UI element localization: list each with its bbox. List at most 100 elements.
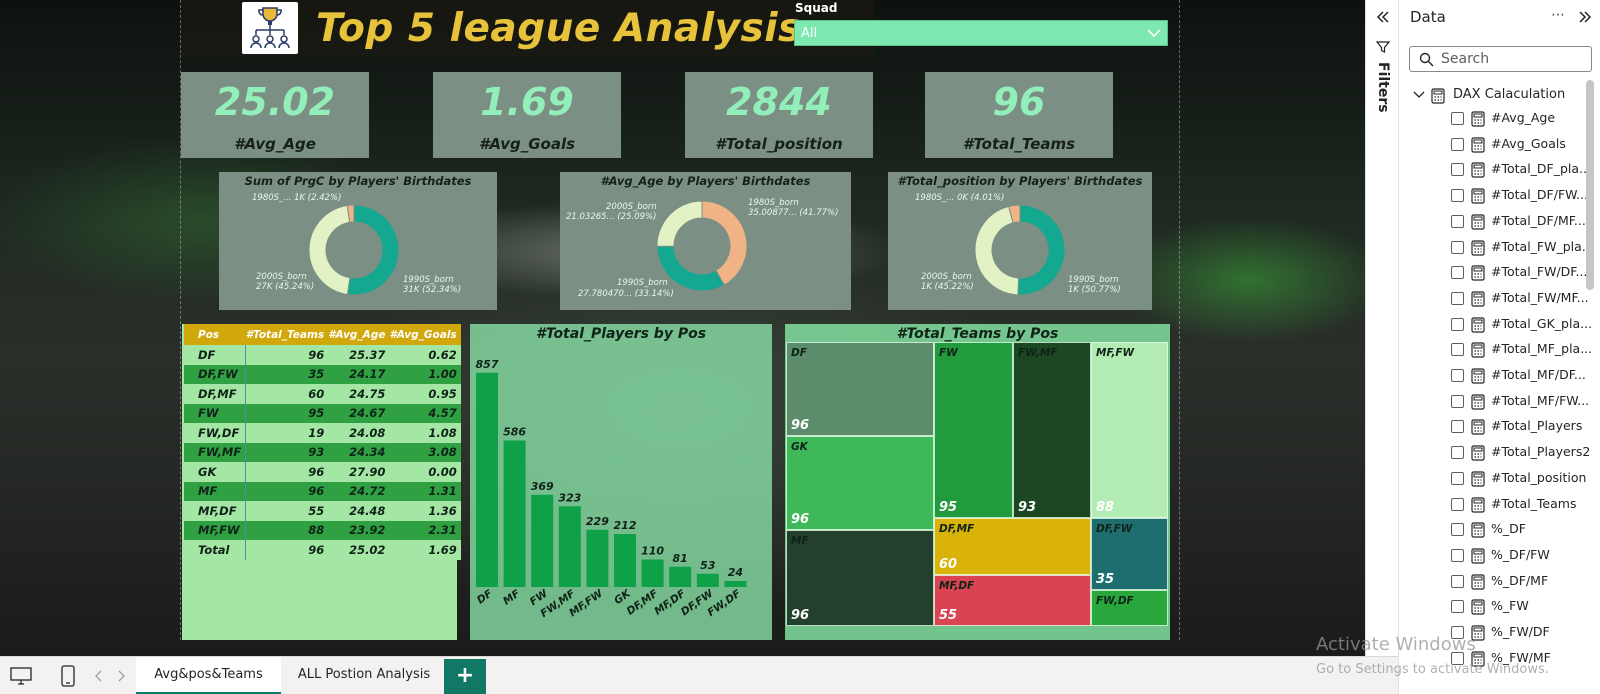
field-item[interactable]: #Total_Players: [1451, 414, 1600, 440]
chevron-down-icon[interactable]: [1413, 90, 1425, 100]
table-row[interactable]: MF 96 24.72 1.31: [184, 481, 461, 501]
field-checkbox[interactable]: [1451, 343, 1464, 357]
table-header[interactable]: Pos: [184, 324, 246, 345]
table-row[interactable]: DF,FW 35 24.17 1.00: [184, 364, 461, 384]
field-checkbox[interactable]: [1451, 266, 1464, 280]
treemap-tile-df-mf[interactable]: DF,MF 60: [934, 518, 1091, 575]
table-header[interactable]: #Total_Teams: [245, 324, 329, 345]
kpi-card-total-position[interactable]: 2844 #Total_position: [685, 72, 873, 158]
bar-gk[interactable]: [614, 534, 636, 587]
table-row[interactable]: FW,MF 93 24.34 3.08: [184, 442, 461, 462]
bar-df-mf[interactable]: [641, 559, 664, 588]
field-item[interactable]: %_DF: [1451, 517, 1600, 543]
treemap-tile-df-fw[interactable]: DF,FW 35: [1091, 518, 1168, 590]
treemap-tile-fw-mf[interactable]: FW,MF 93: [1013, 342, 1091, 518]
field-checkbox[interactable]: [1451, 548, 1464, 562]
treemap-tile-mf-df[interactable]: MF,DF 55: [934, 575, 1091, 626]
field-checkbox[interactable]: [1451, 651, 1464, 665]
bar-df-fw[interactable]: [696, 573, 719, 587]
pos-summary-table[interactable]: Pos #Total_Teams #Avg_Age #Avg_Goals DF 9…: [182, 324, 461, 640]
treemap-tile-df[interactable]: DF 96: [786, 342, 934, 436]
kpi-card-avg-goals[interactable]: 1.69 #Avg_Goals: [433, 72, 621, 158]
squad-slicer-dropdown[interactable]: All: [794, 20, 1168, 46]
field-checkbox[interactable]: [1451, 600, 1464, 614]
total-players-by-pos-chart[interactable]: #Total_Players by Pos 857 DF 586 MF 369 FW 323…: [470, 324, 772, 640]
treemap-tile-mf[interactable]: MF 96: [786, 530, 934, 626]
treemap-tile-gk[interactable]: GK 96: [786, 436, 934, 530]
field-item[interactable]: #Total_FW/MF...: [1451, 286, 1600, 312]
table-row[interactable]: MF,DF 55 24.48 1.36: [184, 501, 461, 521]
expand-double-chevron-icon[interactable]: [1577, 9, 1593, 25]
field-item[interactable]: %_DF/MF: [1451, 569, 1600, 595]
tab-avg-pos-teams[interactable]: Avg&pos&Teams: [136, 657, 281, 694]
field-item[interactable]: #Total_DF/MF...: [1451, 209, 1600, 235]
add-page-button[interactable]: +: [444, 659, 486, 694]
bar-df[interactable]: [476, 372, 498, 587]
field-checkbox[interactable]: [1451, 574, 1464, 588]
bar-fw-df[interactable]: [724, 581, 747, 587]
field-checkbox[interactable]: [1451, 471, 1464, 485]
donut-slice-1980s_born[interactable]: [1008, 204, 1021, 224]
total-teams-by-pos-treemap[interactable]: #Total_Teams by Pos DF 96 GK 96 MF 96 FW 95 FW,M…: [785, 324, 1170, 640]
field-list-scrollbar[interactable]: [1586, 80, 1594, 290]
more-options-icon[interactable]: ⋯: [1551, 7, 1566, 23]
donut-slice-2000s_born[interactable]: [656, 200, 703, 247]
treemap-tile-fw-df[interactable]: FW,DF: [1091, 590, 1168, 626]
field-checkbox[interactable]: [1451, 369, 1464, 382]
kpi-card-total-teams[interactable]: 96 #Total_Teams: [925, 72, 1113, 158]
field-checkbox[interactable]: [1451, 189, 1464, 203]
field-checkbox[interactable]: [1451, 394, 1464, 408]
donut-slice-1990s_born[interactable]: [346, 204, 400, 296]
table-header[interactable]: #Avg_Goals: [389, 324, 461, 345]
field-item[interactable]: #Total_MF/DF...: [1451, 363, 1600, 389]
field-checkbox[interactable]: [1451, 317, 1464, 331]
donut-slice-2000s_born[interactable]: [308, 204, 351, 296]
field-item[interactable]: #Total_Teams: [1451, 492, 1600, 518]
field-checkbox[interactable]: [1451, 446, 1464, 460]
table-total-row[interactable]: Total 96 25.02 1.69: [184, 540, 461, 560]
kpi-card-avg-age[interactable]: 25.02 #Avg_Age: [181, 72, 369, 158]
desktop-view-icon[interactable]: [10, 667, 32, 685]
treemap-tile-fw[interactable]: FW 95: [934, 342, 1013, 518]
field-item[interactable]: #Avg_Age: [1451, 106, 1600, 132]
filters-pane[interactable]: Filters: [1365, 0, 1398, 656]
field-item[interactable]: #Total_MF/FW...: [1451, 389, 1600, 415]
field-checkbox[interactable]: [1451, 497, 1464, 511]
prev-page-icon[interactable]: [95, 670, 103, 682]
field-checkbox[interactable]: [1451, 626, 1464, 639]
field-item[interactable]: #Avg_Goals: [1451, 132, 1600, 158]
field-item[interactable]: #Total_MF_pla...: [1451, 337, 1600, 363]
field-item[interactable]: #Total_DF_pla...: [1451, 157, 1600, 183]
bar-mf[interactable]: [503, 440, 526, 588]
mobile-view-icon[interactable]: [61, 665, 75, 687]
table-header[interactable]: #Avg_Age: [328, 324, 390, 345]
field-checkbox[interactable]: [1451, 163, 1464, 177]
field-search-box[interactable]: Search: [1409, 46, 1592, 72]
table-row[interactable]: MF,FW 88 23.92 2.31: [184, 520, 461, 540]
collapse-double-chevron-icon[interactable]: [1375, 9, 1391, 25]
field-item[interactable]: %_FW/DF: [1451, 620, 1600, 646]
donut-total-position-by-birthdates[interactable]: #Total_position by Players' Birthdates 1…: [888, 172, 1152, 310]
filters-pane-label[interactable]: Filters: [1375, 62, 1391, 113]
table-row[interactable]: GK 96 27.90 0.00: [184, 462, 461, 482]
field-item[interactable]: %_DF/FW: [1451, 543, 1600, 569]
field-item[interactable]: %_FW: [1451, 594, 1600, 620]
field-checkbox[interactable]: [1451, 420, 1464, 434]
field-checkbox[interactable]: [1451, 137, 1464, 151]
donut-prgc-by-birthdates[interactable]: Sum of PrgC by Players' Birthdates 1980S…: [219, 172, 497, 310]
bar-mf-df[interactable]: [669, 566, 692, 587]
field-checkbox[interactable]: [1451, 523, 1464, 537]
donut-slice-1990s_born[interactable]: [1017, 204, 1066, 296]
field-checkbox[interactable]: [1451, 291, 1464, 305]
bar-fw-mf[interactable]: [558, 506, 581, 587]
field-item[interactable]: #Total_FW/DF...: [1451, 260, 1600, 286]
bar-mf-fw[interactable]: [586, 529, 609, 587]
field-item[interactable]: #Total_FW_pla...: [1451, 235, 1600, 261]
field-item[interactable]: #Total_DF/FW...: [1451, 183, 1600, 209]
field-checkbox[interactable]: [1451, 240, 1464, 254]
donut-slice-1980s_born[interactable]: [346, 204, 355, 223]
field-item[interactable]: %_FW/MF: [1451, 646, 1600, 672]
field-item[interactable]: #Total_position: [1451, 466, 1600, 492]
table-row[interactable]: DF,MF 60 24.75 0.95: [184, 384, 461, 404]
table-row[interactable]: DF 96 25.37 0.62: [184, 345, 461, 365]
